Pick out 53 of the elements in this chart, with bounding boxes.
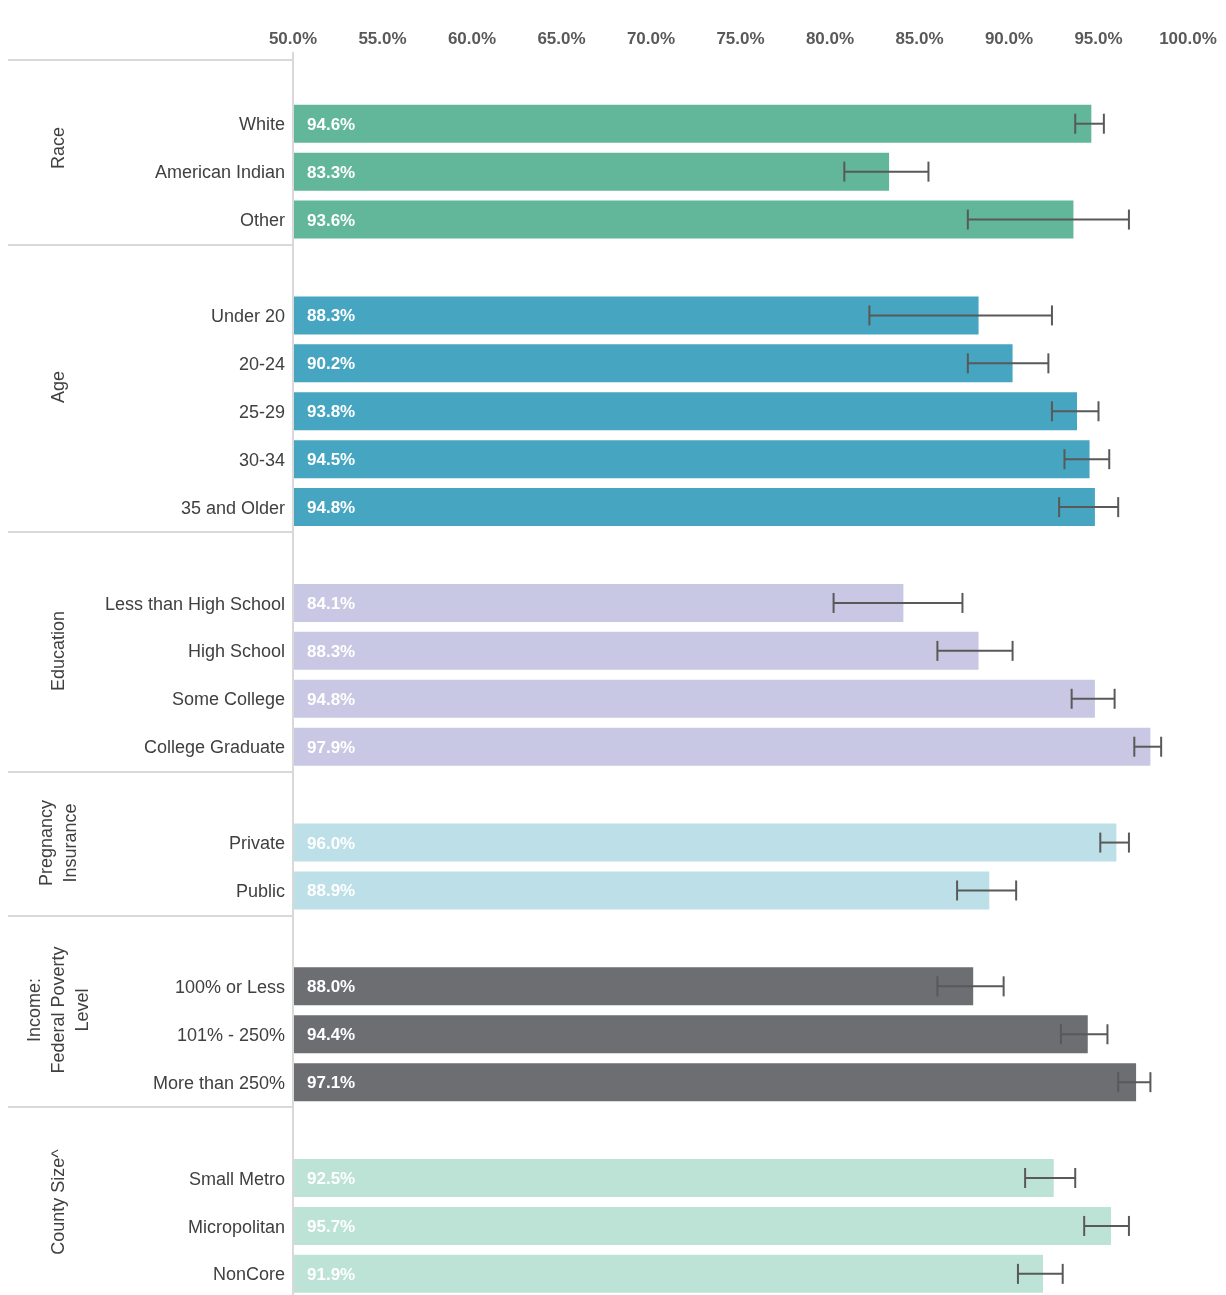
y-tick-label: Less than High School [104,593,285,614]
y-tick-label: More than 250% [152,1072,285,1093]
data-label: 88.0% [307,977,356,997]
x-tick-label: 100.0% [1159,29,1217,48]
data-label: 91.9% [307,1264,356,1284]
text: County Size^ [47,1149,69,1255]
data-label: 94.8% [307,498,356,518]
y-tick-label: Under 20 [210,305,285,326]
x-tick-label: 60.0% [447,29,497,48]
data-label: 88.9% [307,881,356,901]
data-label: 93.6% [307,210,356,230]
data-label: 96.0% [307,833,356,853]
text: Income: Federal Poverty Level [23,945,93,1076]
x-tick-label: 90.0% [984,29,1034,48]
y-tick-label: American Indian [154,162,285,183]
text: Age [47,371,69,404]
data-label: 97.1% [307,1073,356,1093]
y-tick-label: 100% or Less [174,976,285,997]
y-tick-label: Small Metro [188,1168,285,1189]
y-tick-label: NonCore [212,1264,285,1285]
data-label: 90.2% [307,354,356,374]
y-tick-label: 101% - 250% [176,1024,285,1045]
y-tick-label: 30-34 [238,449,285,470]
y-tick-label: Some College [171,689,285,710]
data-label: 95.7% [307,1216,356,1236]
y-tick-label: Other [239,210,285,231]
x-tick-label: 70.0% [626,29,676,48]
x-tick-label: 65.0% [537,29,586,48]
x-tick-label: 95.0% [1074,29,1123,48]
x-tick-label: 85.0% [895,29,944,48]
y-tick-label: High School [187,641,285,662]
data-label: 88.3% [307,306,356,326]
data-label: 93.8% [307,402,356,422]
y-tick-label: 35 and Older [180,497,285,518]
x-tick-label: 80.0% [805,29,855,48]
data-label: 94.6% [307,114,356,134]
y-tick-label: Private [228,833,285,854]
data-label: 94.4% [307,1025,356,1045]
x-tick-label: 50.0% [268,29,318,48]
y-tick-label: Public [235,881,285,902]
y-tick-label: Micropolitan [187,1216,285,1237]
data-label: 92.5% [307,1168,356,1188]
text: Race [47,126,69,169]
text: Education [47,611,69,692]
data-label: 94.5% [307,450,356,470]
y-tick-label: 25-29 [238,401,285,422]
y-tick-label: 20-24 [238,353,285,374]
x-tick-label: 75.0% [716,29,765,48]
x-tick-label: 55.0% [358,29,407,48]
data-label: 83.3% [307,162,356,182]
y-tick-label: College Graduate [143,737,285,758]
text: Pregnancy Insurance [35,798,81,888]
y-tick-label: White [238,114,285,135]
